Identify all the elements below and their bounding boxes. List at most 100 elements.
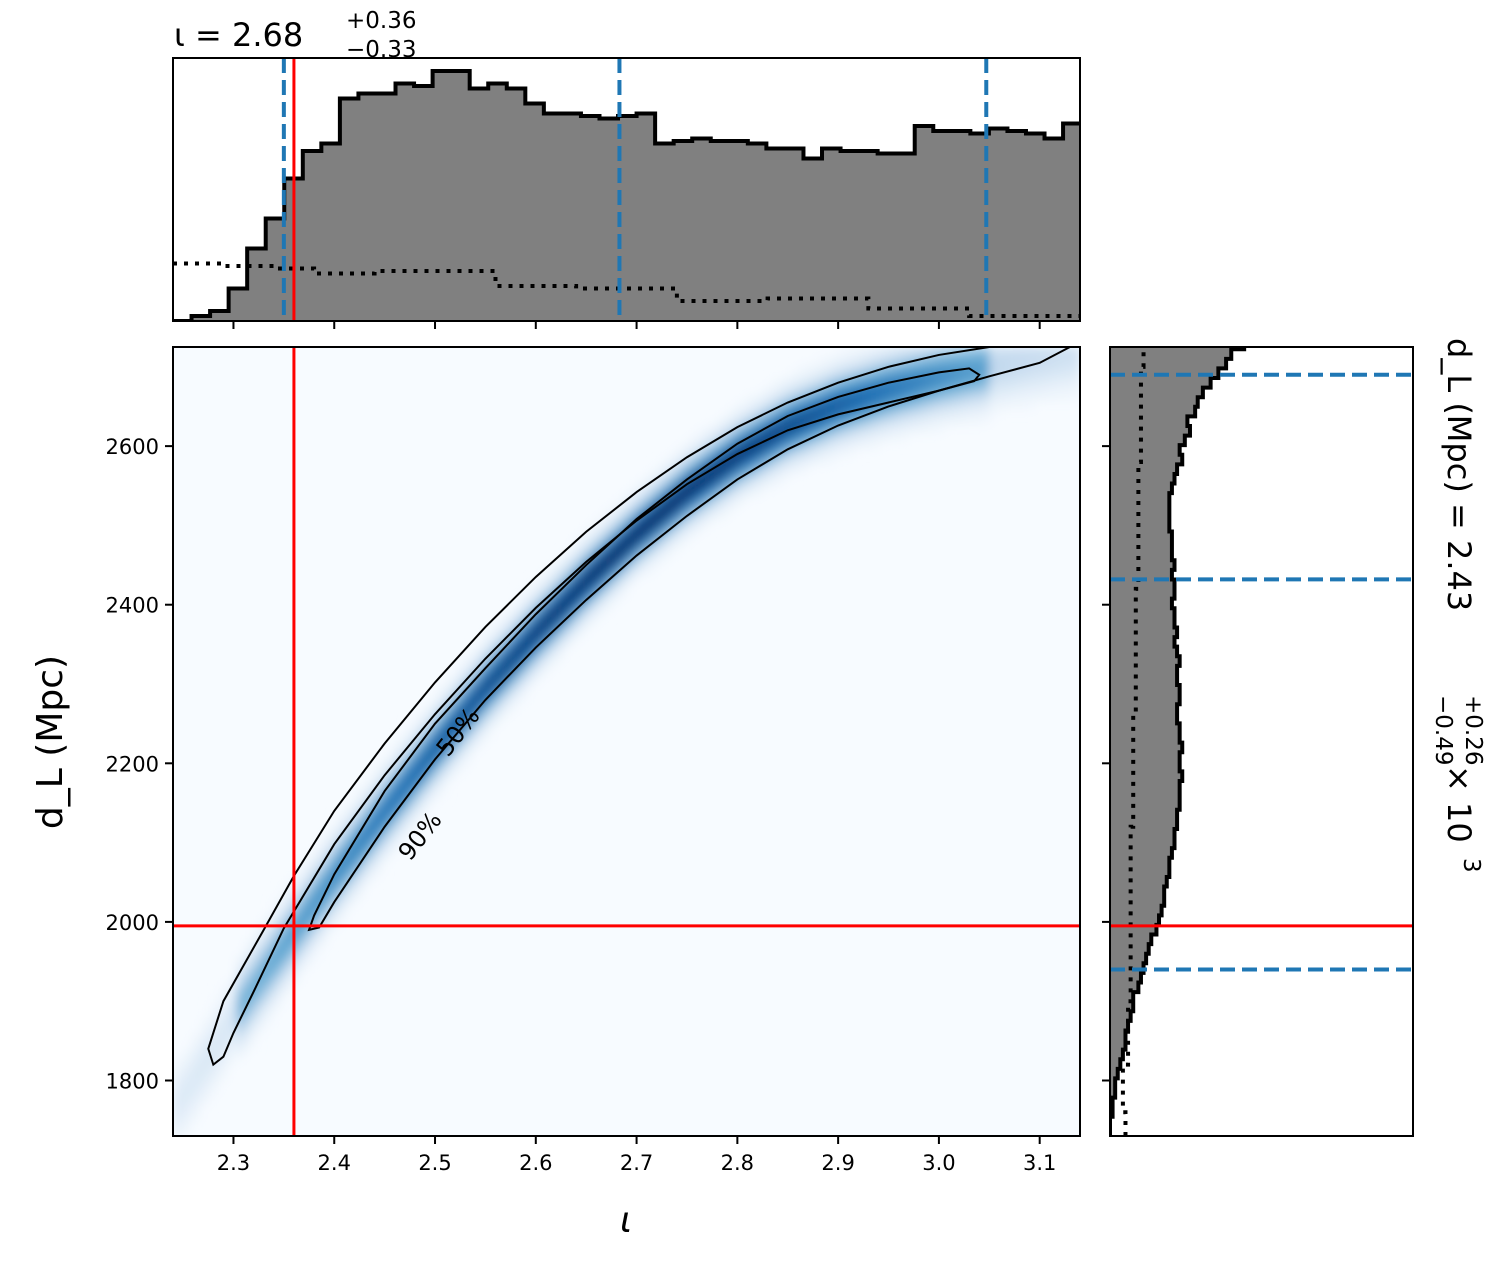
density-cell: [971, 386, 981, 395]
density-cell: [236, 1017, 247, 1027]
density-cell: [898, 410, 909, 419]
density-cell: [680, 536, 691, 545]
density-cell: [735, 425, 746, 435]
density-cell: [236, 1033, 247, 1042]
right-marginal-panel: d_L (Mpc) = 2.43 +0.26 −0.49 × 10 3: [1102, 338, 1486, 1137]
density-cell: [426, 788, 437, 798]
density-cell: [862, 378, 872, 388]
density-cell: [490, 717, 501, 727]
right-panel-ticks: [1102, 445, 1110, 1082]
density-cell: [426, 733, 437, 743]
density-cell: [744, 402, 755, 411]
density-cell: [263, 986, 274, 995]
density-cell: [218, 1033, 229, 1042]
density-cell: [490, 670, 501, 679]
density-cell: [372, 836, 383, 845]
density-cell: [173, 1080, 183, 1090]
density-cell: [853, 354, 863, 364]
density-cell: [281, 938, 292, 948]
density-cell: [372, 812, 383, 821]
density-cell: [844, 347, 854, 356]
density-cell: [816, 433, 827, 443]
density-cell: [780, 473, 791, 482]
density-cell: [816, 449, 827, 459]
density-cell: [644, 552, 655, 561]
density-cell: [680, 473, 691, 482]
density-cell: [472, 654, 482, 664]
density-cell: [798, 362, 809, 372]
density-cell: [1025, 394, 1036, 403]
density-cell: [472, 670, 482, 679]
density-cell: [417, 780, 428, 790]
density-cell: [236, 986, 247, 995]
density-cell: [898, 433, 909, 443]
density-cell: [236, 1025, 247, 1035]
density-cell: [862, 425, 872, 435]
density-cell: [871, 441, 882, 451]
density-cell: [971, 394, 981, 403]
density-cell: [971, 378, 981, 388]
density-cell: [508, 686, 519, 695]
density-cell: [200, 1080, 210, 1090]
density-cell: [263, 993, 274, 1003]
density-cell: [508, 631, 519, 640]
density-cell: [399, 804, 410, 814]
density-cell: [835, 394, 845, 403]
density-cell: [1043, 394, 1054, 403]
density-cell: [572, 567, 582, 577]
density-cell: [544, 583, 555, 593]
density-cell: [517, 654, 528, 664]
density-cell: [191, 1041, 201, 1050]
density-cell: [299, 962, 310, 971]
density-cell: [182, 1088, 192, 1098]
density-cell: [871, 418, 882, 427]
density-cell: [463, 749, 473, 758]
density-cell: [572, 575, 582, 585]
density-cell: [653, 512, 664, 522]
density-cell: [454, 749, 464, 758]
density-cell: [563, 567, 573, 577]
density-cell: [853, 370, 863, 380]
x-tick-label-8: 3.1: [1023, 1151, 1056, 1175]
density-cell: [553, 615, 564, 624]
density-cell: [508, 638, 519, 648]
density-cell: [880, 425, 891, 435]
density-cell: [907, 425, 918, 435]
density-cell: [989, 347, 999, 356]
density-cell: [871, 425, 882, 435]
density-cell: [962, 418, 972, 427]
density-cell: [871, 410, 882, 419]
density-cell: [236, 1009, 247, 1019]
density-cell: [354, 875, 365, 885]
density-cell: [699, 433, 709, 443]
density-cell: [182, 1120, 192, 1129]
density-cell: [735, 441, 746, 451]
density-cell: [481, 702, 492, 711]
density-cell: [581, 599, 591, 608]
density-cell: [372, 859, 383, 869]
density-cell: [290, 883, 301, 893]
density-cell: [699, 481, 709, 490]
density-cell: [327, 828, 337, 837]
density-cell: [590, 567, 600, 577]
density-cell: [209, 1049, 219, 1058]
density-cell: [608, 552, 619, 561]
density-cell: [826, 402, 836, 411]
density-cell: [354, 844, 365, 853]
density-cell: [835, 449, 845, 459]
density-cell: [553, 575, 564, 585]
density-cell: [191, 1104, 201, 1113]
density-cell: [644, 544, 655, 553]
density-cell: [281, 962, 292, 971]
density-cell: [608, 544, 619, 553]
density-cell: [644, 567, 655, 577]
density-cell: [327, 915, 337, 924]
density-cell: [1025, 370, 1036, 380]
density-cell: [807, 386, 818, 395]
density-cell: [436, 757, 446, 766]
density-cell: [635, 567, 646, 577]
density-cell: [336, 867, 346, 877]
density-cell: [617, 560, 628, 569]
density-cell: [662, 481, 673, 490]
density-cell: [191, 1064, 201, 1074]
